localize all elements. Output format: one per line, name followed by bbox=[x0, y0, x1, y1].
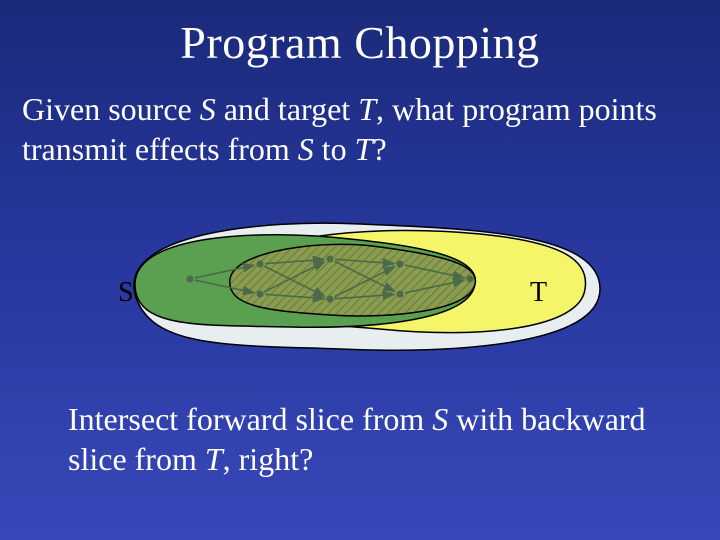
var-t: T bbox=[355, 131, 373, 167]
var-t: T bbox=[358, 91, 376, 127]
text: ? bbox=[372, 131, 386, 167]
slide-subtitle: Given source S and target T, what progra… bbox=[0, 69, 720, 169]
text: , right? bbox=[223, 441, 314, 477]
label-s: S bbox=[118, 277, 134, 309]
text: Intersect forward slice from bbox=[68, 401, 432, 437]
text: Given source bbox=[22, 91, 200, 127]
bottom-text: Intersect forward slice from S with back… bbox=[0, 389, 720, 479]
var-t: T bbox=[205, 441, 223, 477]
text: and target bbox=[216, 91, 358, 127]
var-s: S bbox=[432, 401, 448, 437]
text: to bbox=[314, 131, 355, 167]
var-s: S bbox=[298, 131, 314, 167]
var-s: S bbox=[200, 91, 216, 127]
slide-title: Program Chopping bbox=[0, 0, 720, 69]
venn-diagram-svg bbox=[80, 179, 640, 379]
diagram: S T bbox=[0, 179, 720, 389]
label-t: T bbox=[530, 277, 547, 309]
